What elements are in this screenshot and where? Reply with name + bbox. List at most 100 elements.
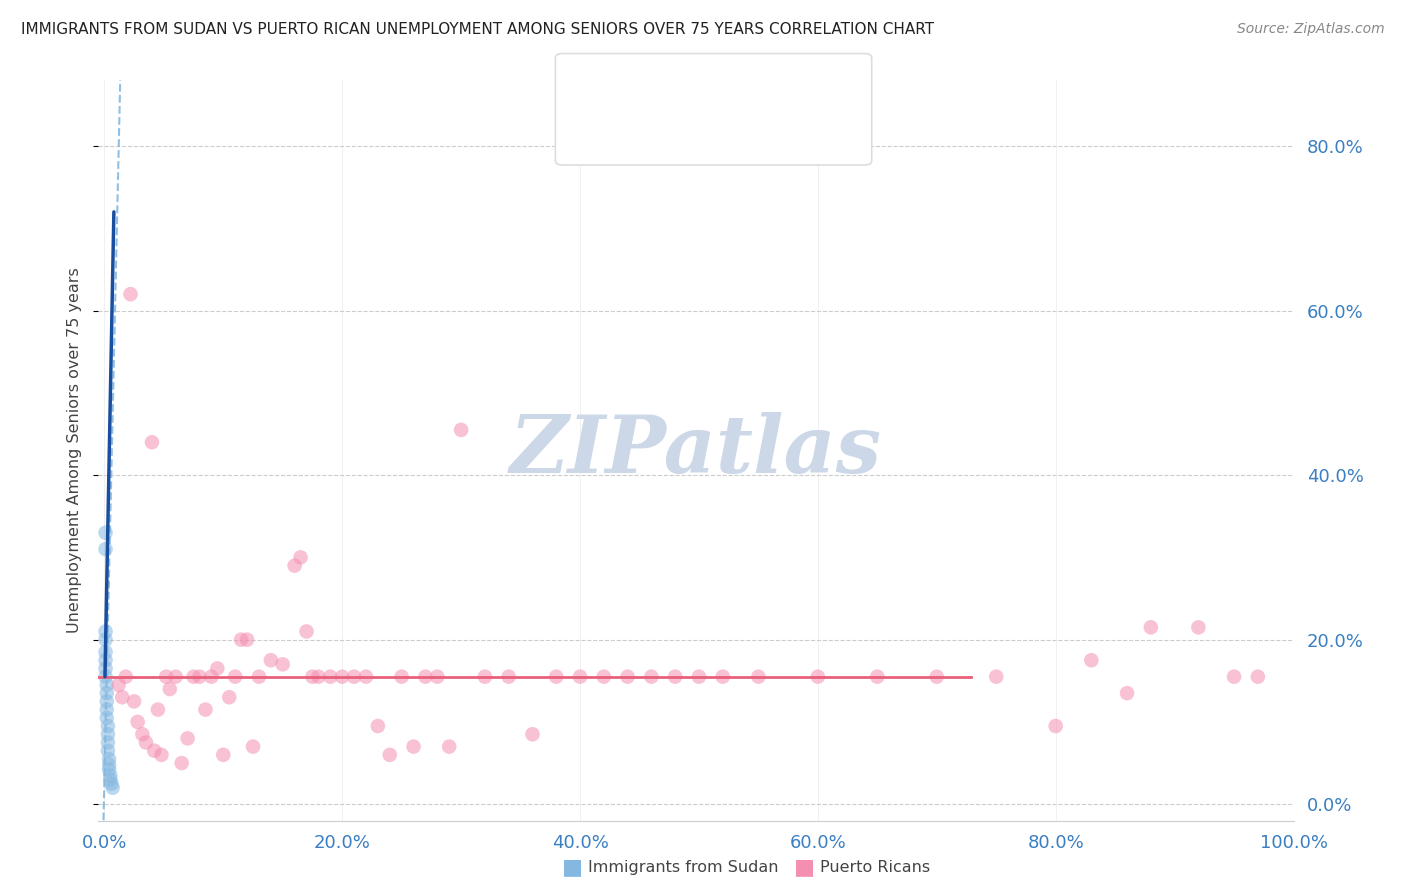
Point (439, 739, 461, 754)
Point (141, 435, 163, 450)
Point (94, 653, 117, 667)
Point (94, 670, 117, 684)
Point (866, 670, 889, 684)
Point (98, 772, 121, 787)
Point (664, 670, 686, 684)
Point (122, 694, 145, 708)
Point (94, 542, 117, 557)
Point (98, 763, 121, 777)
Point (301, 670, 323, 684)
Point (165, 670, 187, 684)
Point (150, 747, 173, 762)
Point (94, 632, 117, 647)
Point (98, 768, 121, 782)
Point (97, 744, 120, 758)
Point (98, 757, 121, 772)
Point (711, 670, 734, 684)
Point (224, 670, 246, 684)
Point (1080, 653, 1102, 667)
Text: 71: 71 (728, 115, 749, 129)
Point (159, 681, 181, 696)
Point (218, 690, 240, 705)
Text: IMMIGRANTS FROM SUDAN VS PUERTO RICAN UNEMPLOYMENT AMONG SENIORS OVER 75 YEARS C: IMMIGRANTS FROM SUDAN VS PUERTO RICAN UN… (21, 22, 934, 37)
Text: ZIPatlas: ZIPatlas (510, 412, 882, 489)
Point (183, 670, 205, 684)
Point (1247, 670, 1270, 684)
Point (592, 670, 614, 684)
Text: ■: ■ (576, 112, 595, 132)
Point (367, 719, 389, 733)
Point (402, 739, 425, 754)
Point (97, 719, 120, 733)
Point (1223, 670, 1246, 684)
Point (807, 670, 830, 684)
Point (188, 670, 211, 684)
Point (170, 756, 193, 770)
Point (1187, 620, 1209, 634)
Point (474, 670, 496, 684)
Point (1140, 620, 1163, 634)
Point (176, 731, 198, 746)
Text: ■: ■ (562, 857, 583, 877)
Point (640, 670, 662, 684)
Text: N =: N = (696, 115, 730, 129)
Text: R =: R = (602, 78, 636, 92)
Point (747, 670, 769, 684)
Text: R =: R = (602, 115, 636, 129)
Point (1045, 719, 1067, 733)
Point (94, 661, 117, 675)
Point (111, 690, 134, 705)
Point (146, 703, 169, 717)
Point (271, 657, 294, 672)
Point (107, 678, 129, 692)
Point (94, 624, 117, 639)
Point (96, 703, 118, 717)
Point (546, 670, 568, 684)
Point (415, 670, 437, 684)
Point (212, 747, 235, 762)
Point (131, 727, 153, 741)
Point (120, 287, 142, 301)
Point (200, 670, 222, 684)
Point (343, 670, 366, 684)
Point (236, 632, 259, 647)
Point (378, 747, 401, 762)
Point (1116, 686, 1139, 700)
Point (688, 670, 710, 684)
Text: ■: ■ (794, 857, 815, 877)
Y-axis label: Unemployment Among Seniors over 75 years: Unemployment Among Seniors over 75 years (67, 268, 83, 633)
Point (284, 558, 307, 573)
Point (97, 727, 120, 741)
Point (207, 661, 229, 675)
Point (290, 550, 312, 565)
Point (143, 744, 166, 758)
Point (426, 670, 449, 684)
Point (94, 525, 117, 540)
Point (330, 670, 353, 684)
Point (96, 694, 118, 708)
Point (391, 670, 413, 684)
Point (522, 727, 544, 741)
Point (295, 624, 318, 639)
Point (925, 670, 948, 684)
Point (94, 645, 117, 659)
Point (100, 776, 122, 791)
Point (229, 632, 252, 647)
Point (498, 670, 520, 684)
Point (98, 752, 121, 766)
Point (101, 780, 124, 795)
Text: 0.012: 0.012 (636, 115, 683, 129)
Point (569, 670, 592, 684)
Text: Puerto Ricans: Puerto Ricans (820, 860, 929, 874)
Text: 24: 24 (728, 78, 749, 92)
Text: Source: ZipAtlas.com: Source: ZipAtlas.com (1237, 22, 1385, 37)
Text: Immigrants from Sudan: Immigrants from Sudan (588, 860, 778, 874)
Point (97, 735, 120, 749)
Point (114, 670, 136, 684)
Point (319, 670, 342, 684)
Point (247, 670, 270, 684)
Point (96, 711, 118, 725)
Point (242, 739, 264, 754)
Point (96, 678, 118, 692)
Point (260, 653, 283, 667)
